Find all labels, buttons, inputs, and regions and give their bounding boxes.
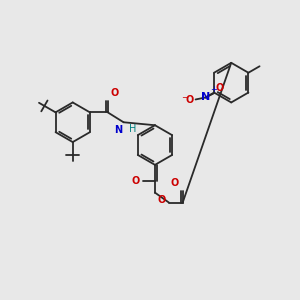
Text: O: O bbox=[158, 195, 166, 205]
Text: N: N bbox=[201, 92, 210, 103]
Text: −: − bbox=[181, 93, 188, 102]
Text: O: O bbox=[111, 88, 119, 98]
Text: +: + bbox=[211, 85, 217, 94]
Text: O: O bbox=[170, 178, 179, 188]
Text: O: O bbox=[185, 95, 194, 106]
Text: O: O bbox=[132, 176, 140, 186]
Text: H: H bbox=[128, 124, 136, 134]
Text: N: N bbox=[115, 125, 123, 135]
Text: O: O bbox=[215, 82, 224, 92]
